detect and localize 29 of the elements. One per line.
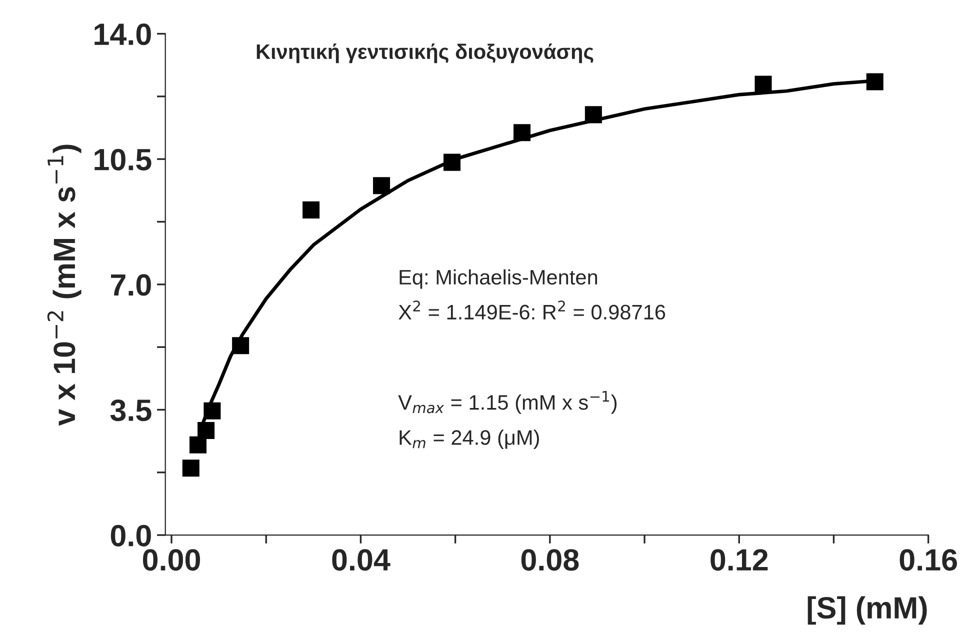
y-tick-label: 3.5	[110, 399, 152, 422]
point	[754, 76, 772, 93]
x-tick-label: 0.00	[142, 549, 200, 571]
y-tick-label: 7.0	[111, 274, 151, 296]
point	[584, 106, 602, 124]
annotation: X$^{2}$ = 1.149E-6: R$^{2}$ = 0.98716	[398, 300, 666, 320]
point	[182, 460, 200, 477]
annotation: Eq: Michaelis-Menten	[400, 269, 598, 289]
x-tick-label: 0.12	[710, 549, 768, 571]
x-tick-label: 0.08	[521, 549, 579, 571]
point	[232, 337, 250, 354]
x-tick-label: 0.16	[900, 549, 957, 571]
x-axis-title: [S] (mM)	[808, 596, 927, 625]
y-tick-label: 10.5	[94, 148, 152, 170]
point	[443, 154, 461, 171]
point	[189, 436, 206, 454]
annotation: K$_{m}$ = 24.9 (μM)	[400, 430, 539, 450]
point	[866, 73, 884, 90]
chart-title: Κινητική γεντισικής διοξυγονάσης	[256, 43, 594, 64]
x-tick-label: 0.04	[332, 549, 390, 571]
point	[204, 402, 221, 420]
y-axis-title: v x 10$^{−2}$ (mM x s$^{−1}$)	[47, 144, 82, 426]
point	[302, 201, 320, 218]
y-tick-label: 14.0	[94, 23, 151, 46]
point	[514, 124, 531, 142]
y-tick-label: 0.0	[110, 524, 151, 546]
point	[373, 177, 390, 194]
point	[198, 422, 215, 440]
annotation: V$_{max}$ = 1.15 (mM x s$^{−1}$)	[398, 391, 617, 414]
